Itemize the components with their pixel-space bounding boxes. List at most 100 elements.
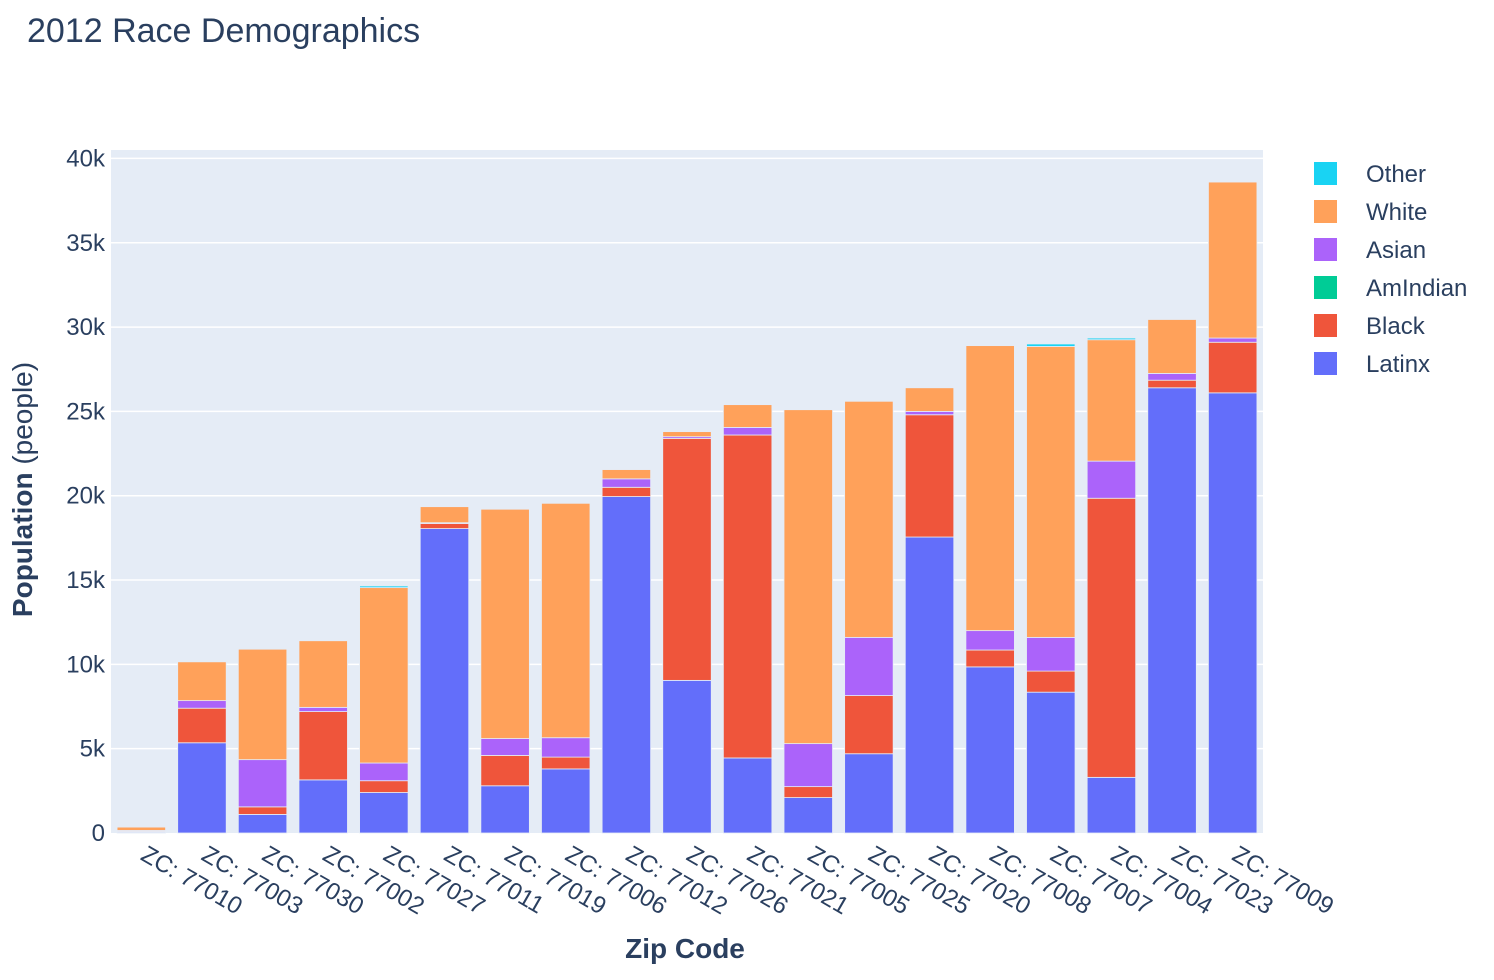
- bar-white-zc-77026[interactable]: [662, 431, 712, 438]
- bar-latinx-zc-77027[interactable]: [359, 792, 409, 834]
- bar-latinx-zc-77021[interactable]: [722, 757, 773, 834]
- bar-asian-zc-77005[interactable]: [783, 743, 833, 788]
- bar-white-zc-77009[interactable]: [1208, 181, 1258, 339]
- bar-asian-zc-77019[interactable]: [480, 738, 530, 756]
- bar-black-zc-77025[interactable]: [844, 695, 894, 755]
- bar-white-zc-77010[interactable]: [116, 826, 166, 831]
- bar-white-zc-77002[interactable]: [298, 640, 348, 708]
- bar-white-zc-77004[interactable]: [1086, 339, 1137, 462]
- y-tick-label: 25k: [66, 398, 106, 425]
- bar-latinx-zc-77006[interactable]: [541, 768, 591, 834]
- bar-latinx-zc-77026[interactable]: [662, 679, 712, 834]
- y-tick-label: 5k: [80, 736, 106, 763]
- bar-asian-zc-77023[interactable]: [1147, 373, 1197, 381]
- y-tick-label: 35k: [66, 230, 106, 257]
- bar-asian-zc-77027[interactable]: [359, 762, 409, 782]
- bar-black-zc-77030[interactable]: [237, 806, 288, 815]
- bars: [116, 181, 1258, 834]
- legend-swatch-latinx: [1314, 352, 1337, 375]
- bar-black-zc-77012[interactable]: [601, 486, 652, 497]
- bar-latinx-zc-77030[interactable]: [237, 814, 288, 834]
- bar-asian-zc-77020[interactable]: [904, 410, 955, 416]
- legend[interactable]: Other White Asian AmIndian Black Latinx: [1314, 161, 1467, 378]
- bar-other-zc-77007[interactable]: [1026, 343, 1076, 347]
- bar-black-zc-77002[interactable]: [298, 711, 348, 781]
- bar-asian-zc-77004[interactable]: [1086, 460, 1137, 499]
- y-axis-title-main: Population: [7, 472, 38, 617]
- bar-asian-zc-77008[interactable]: [965, 630, 1015, 651]
- bar-other-zc-77004[interactable]: [1086, 337, 1137, 341]
- legend-item-amindian[interactable]: AmIndian: [1314, 275, 1467, 302]
- bar-white-zc-77030[interactable]: [237, 648, 288, 761]
- bar-asian-zc-77002[interactable]: [298, 706, 348, 712]
- legend-swatch-other: [1314, 162, 1337, 185]
- bar-black-zc-77027[interactable]: [359, 780, 409, 793]
- bar-latinx-zc-77002[interactable]: [298, 779, 348, 834]
- bar-black-zc-77023[interactable]: [1147, 379, 1197, 389]
- y-tick-label: 10k: [66, 651, 106, 678]
- bar-black-zc-77007[interactable]: [1026, 670, 1076, 693]
- bar-white-zc-77007[interactable]: [1026, 346, 1076, 638]
- bar-asian-zc-77012[interactable]: [601, 478, 652, 488]
- legend-item-asian[interactable]: Asian: [1314, 237, 1426, 264]
- bar-white-zc-77027[interactable]: [359, 587, 409, 764]
- legend-item-other[interactable]: Other: [1314, 161, 1426, 188]
- y-axis-title-unit: (people): [7, 362, 38, 473]
- chart-title: 2012 Race Demographics: [27, 12, 421, 50]
- bar-asian-zc-77006[interactable]: [541, 737, 591, 758]
- legend-label-amindian: AmIndian: [1366, 275, 1467, 302]
- bar-black-zc-77021[interactable]: [722, 434, 773, 759]
- bar-latinx-zc-77009[interactable]: [1208, 392, 1258, 834]
- legend-label-latinx: Latinx: [1366, 351, 1430, 378]
- bar-other-zc-77027[interactable]: [359, 585, 409, 589]
- bar-asian-zc-77007[interactable]: [1026, 636, 1076, 672]
- bar-latinx-zc-77025[interactable]: [844, 753, 894, 834]
- bar-white-zc-77011[interactable]: [419, 506, 470, 524]
- bar-white-zc-77003[interactable]: [177, 661, 227, 702]
- bar-asian-zc-77025[interactable]: [844, 636, 894, 696]
- x-axis-title: Zip Code: [625, 933, 745, 964]
- bar-latinx-zc-77019[interactable]: [480, 785, 530, 834]
- legend-swatch-white: [1314, 200, 1337, 223]
- y-axis-ticks: 0 5k 10k 15k 20k 25k 30k 35k 40k: [66, 145, 106, 847]
- bar-latinx-zc-77005[interactable]: [783, 797, 833, 834]
- bar-asian-zc-77030[interactable]: [237, 759, 288, 808]
- y-tick-label: 40k: [66, 145, 106, 172]
- bar-white-zc-77005[interactable]: [783, 409, 833, 745]
- bar-white-zc-77021[interactable]: [722, 404, 773, 428]
- legend-item-latinx[interactable]: Latinx: [1314, 351, 1430, 378]
- bar-white-zc-77025[interactable]: [844, 400, 894, 638]
- bar-latinx-zc-77004[interactable]: [1086, 776, 1137, 834]
- bar-latinx-zc-77008[interactable]: [965, 666, 1015, 834]
- bar-black-zc-77004[interactable]: [1086, 497, 1137, 778]
- bar-black-zc-77026[interactable]: [662, 437, 712, 681]
- bar-black-zc-77005[interactable]: [783, 786, 833, 798]
- legend-item-white[interactable]: White: [1314, 199, 1427, 226]
- bar-black-zc-77003[interactable]: [177, 707, 227, 744]
- bar-white-zc-77006[interactable]: [541, 502, 591, 739]
- bar-latinx-zc-77007[interactable]: [1026, 691, 1076, 834]
- bar-white-zc-77020[interactable]: [904, 387, 955, 412]
- bar-black-zc-77011[interactable]: [419, 523, 470, 530]
- bar-black-zc-77006[interactable]: [541, 756, 591, 770]
- legend-item-black[interactable]: Black: [1314, 313, 1426, 340]
- bar-black-zc-77008[interactable]: [965, 649, 1015, 668]
- bar-latinx-zc-77020[interactable]: [904, 536, 955, 834]
- bar-white-zc-77012[interactable]: [601, 469, 652, 480]
- bar-white-zc-77023[interactable]: [1147, 319, 1197, 374]
- bar-black-zc-77020[interactable]: [904, 414, 955, 538]
- bar-latinx-zc-77012[interactable]: [601, 496, 652, 834]
- bar-asian-zc-77003[interactable]: [177, 700, 227, 709]
- bar-latinx-zc-77011[interactable]: [419, 528, 470, 834]
- legend-label-white: White: [1366, 199, 1427, 226]
- bar-black-zc-77009[interactable]: [1208, 341, 1258, 394]
- bar-white-zc-77019[interactable]: [480, 508, 530, 739]
- bar-latinx-zc-77003[interactable]: [177, 742, 227, 834]
- bar-asian-zc-77021[interactable]: [722, 427, 773, 436]
- bar-white-zc-77008[interactable]: [965, 345, 1015, 632]
- bar-black-zc-77019[interactable]: [480, 755, 530, 787]
- bar-asian-zc-77009[interactable]: [1208, 337, 1258, 343]
- bar-latinx-zc-77023[interactable]: [1147, 387, 1197, 834]
- y-tick-label: 15k: [66, 567, 106, 594]
